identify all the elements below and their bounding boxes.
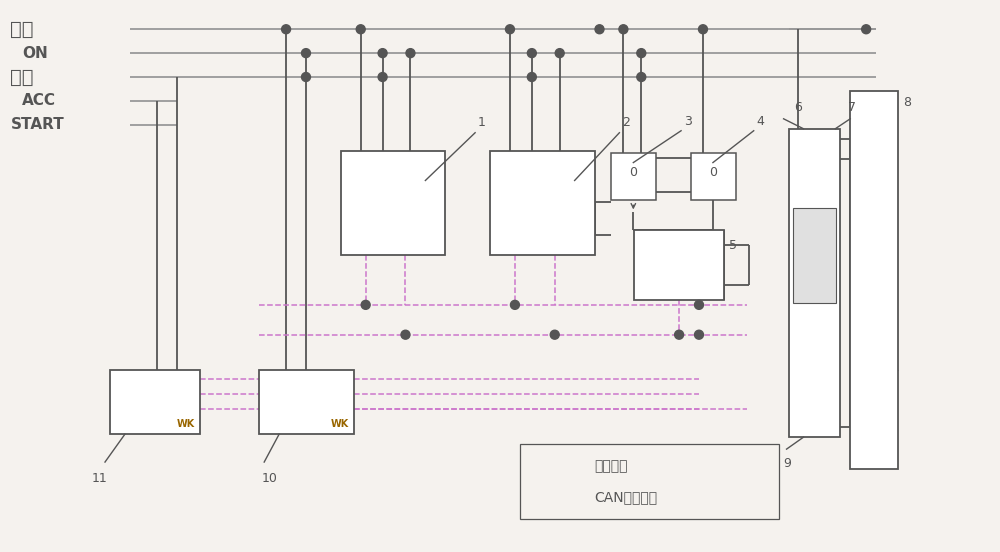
Circle shape <box>550 330 559 339</box>
Circle shape <box>302 49 310 57</box>
Text: 7: 7 <box>848 101 856 114</box>
Bar <box>691 152 736 200</box>
Circle shape <box>695 330 703 339</box>
Text: 常电: 常电 <box>10 20 34 39</box>
Circle shape <box>510 300 519 309</box>
Circle shape <box>378 72 387 82</box>
Text: 充电: 充电 <box>10 67 34 87</box>
Circle shape <box>401 330 410 339</box>
Circle shape <box>675 330 684 339</box>
Text: CAN通讯电路: CAN通讯电路 <box>595 490 658 504</box>
Text: 9: 9 <box>784 457 791 470</box>
Circle shape <box>406 49 415 57</box>
Circle shape <box>356 25 365 34</box>
Bar <box>611 152 656 200</box>
Bar <box>634 230 724 300</box>
Text: 0: 0 <box>629 166 637 179</box>
Text: 10: 10 <box>261 472 277 485</box>
Bar <box>793 208 836 303</box>
Circle shape <box>695 300 703 309</box>
Circle shape <box>378 49 387 57</box>
Circle shape <box>698 25 707 34</box>
Bar <box>259 369 354 434</box>
Text: 0: 0 <box>709 166 717 179</box>
Circle shape <box>555 49 564 57</box>
Circle shape <box>527 72 536 82</box>
Circle shape <box>862 25 871 34</box>
Text: ON: ON <box>22 46 48 61</box>
Circle shape <box>637 49 646 57</box>
Text: WK: WK <box>176 419 195 429</box>
Text: START: START <box>10 117 64 132</box>
Circle shape <box>527 49 536 57</box>
Circle shape <box>619 25 628 34</box>
Circle shape <box>302 72 310 82</box>
Bar <box>520 444 779 519</box>
Text: 5: 5 <box>729 238 737 252</box>
Circle shape <box>361 300 370 309</box>
Text: 6: 6 <box>795 101 802 114</box>
Bar <box>490 151 595 255</box>
Text: ACC: ACC <box>22 93 56 108</box>
Circle shape <box>282 25 291 34</box>
Text: 4: 4 <box>757 115 765 128</box>
Bar <box>789 129 840 437</box>
Text: 11: 11 <box>92 472 108 485</box>
Bar <box>341 151 445 255</box>
Text: WK: WK <box>331 419 349 429</box>
Bar <box>850 91 898 469</box>
Text: 8: 8 <box>903 96 911 109</box>
Text: 2: 2 <box>622 116 630 129</box>
Text: 3: 3 <box>684 115 692 128</box>
Text: 1: 1 <box>478 116 486 129</box>
Text: 低压电路: 低压电路 <box>595 459 628 473</box>
Bar <box>110 369 200 434</box>
Circle shape <box>637 72 646 82</box>
Circle shape <box>595 25 604 34</box>
Circle shape <box>505 25 514 34</box>
